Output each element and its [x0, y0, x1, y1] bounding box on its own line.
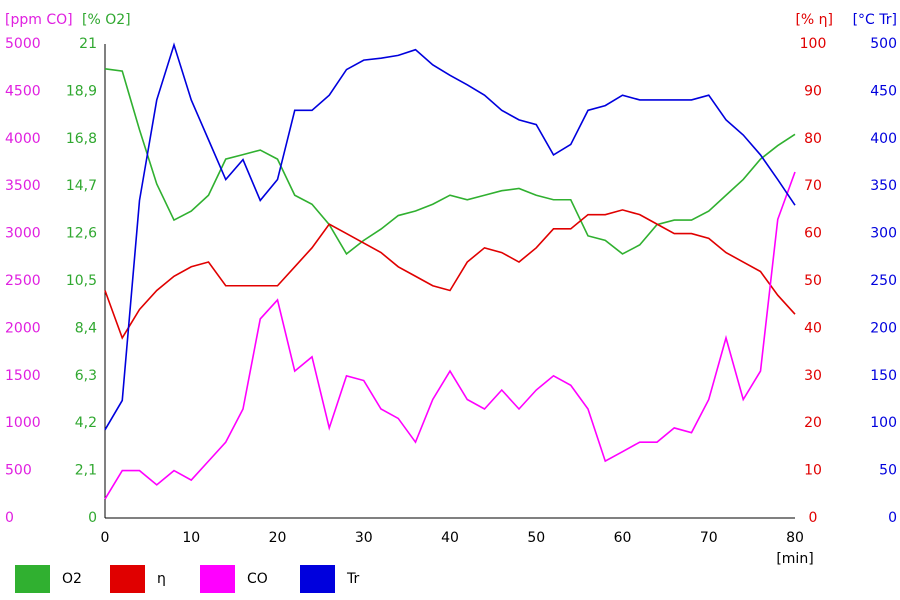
- axis-title: [% O2]: [82, 12, 131, 28]
- series-line: [104, 171, 796, 500]
- y-tick-label: 0: [5, 510, 14, 526]
- y-tick-label: 450: [870, 83, 897, 99]
- y-tick-label: 8,4: [75, 320, 97, 336]
- x-tick-label: 60: [614, 530, 632, 546]
- y-tick-label: 4000: [5, 131, 41, 147]
- y-tick-label: 90: [804, 83, 822, 99]
- y-tick-label: 400: [870, 131, 897, 147]
- y-tick-label: 2000: [5, 320, 41, 336]
- y-tick-label: 1000: [5, 415, 41, 431]
- legend-label: η: [157, 571, 166, 587]
- legend-swatch: [15, 565, 50, 593]
- legend-swatch: [110, 565, 145, 593]
- series-line: [104, 209, 796, 340]
- y-tick-label: 5000: [5, 36, 41, 52]
- y-tick-label: 2500: [5, 273, 41, 289]
- y-tick-label: 3000: [5, 226, 41, 242]
- y-tick-label: 6,3: [75, 368, 97, 384]
- y-tick-label: 40: [804, 320, 822, 336]
- y-tick-label: 18,9: [66, 83, 97, 99]
- x-tick-label: 0: [101, 530, 110, 546]
- y-tick-label: 150: [870, 368, 897, 384]
- x-tick-label: 40: [441, 530, 459, 546]
- x-tick-label: 10: [182, 530, 200, 546]
- y-tick-label: 60: [804, 226, 822, 242]
- y-tick-label: 12,6: [66, 226, 97, 242]
- legend-swatch: [200, 565, 235, 593]
- x-tick-label: 20: [269, 530, 287, 546]
- y-tick-label: 200: [870, 320, 897, 336]
- y-tick-label: 0: [888, 510, 897, 526]
- y-tick-label: 300: [870, 226, 897, 242]
- y-tick-label: 14,7: [66, 178, 97, 194]
- legend-label: Tr: [346, 571, 359, 587]
- series-line: [104, 68, 796, 256]
- x-tick-label: 50: [527, 530, 545, 546]
- y-tick-label: 70: [804, 178, 822, 194]
- legend-label: O2: [62, 571, 82, 587]
- y-tick-label: 250: [870, 273, 897, 289]
- series-line: [104, 42, 796, 431]
- y-tick-label: 20: [804, 415, 822, 431]
- y-tick-label: 16,8: [66, 131, 97, 147]
- y-tick-label: 0: [809, 510, 818, 526]
- y-tick-label: 21: [79, 36, 97, 52]
- y-tick-label: 50: [879, 463, 897, 479]
- y-tick-label: 100: [870, 415, 897, 431]
- axis-title: [ppm CO]: [5, 12, 73, 28]
- x-axis-title: [min]: [776, 551, 813, 567]
- y-tick-label: 100: [800, 36, 827, 52]
- y-tick-label: 500: [5, 463, 32, 479]
- y-tick-label: 50: [804, 273, 822, 289]
- y-tick-label: 10: [804, 463, 822, 479]
- y-tick-label: 80: [804, 131, 822, 147]
- y-tick-label: 2,1: [75, 463, 97, 479]
- y-tick-label: 10,5: [66, 273, 97, 289]
- y-tick-label: 1500: [5, 368, 41, 384]
- x-tick-label: 80: [786, 530, 804, 546]
- x-tick-label: 30: [355, 530, 373, 546]
- axis-title: [°C Tr]: [853, 12, 897, 28]
- legend-swatch: [300, 565, 335, 593]
- y-tick-label: 4500: [5, 83, 41, 99]
- y-tick-label: 0: [88, 510, 97, 526]
- y-tick-label: 350: [870, 178, 897, 194]
- y-tick-label: 3500: [5, 178, 41, 194]
- y-tick-label: 30: [804, 368, 822, 384]
- y-tick-label: 4,2: [75, 415, 97, 431]
- x-tick-label: 70: [700, 530, 718, 546]
- y-tick-label: 500: [870, 36, 897, 52]
- legend-label: CO: [247, 571, 268, 587]
- axis-title: [% η]: [795, 12, 833, 28]
